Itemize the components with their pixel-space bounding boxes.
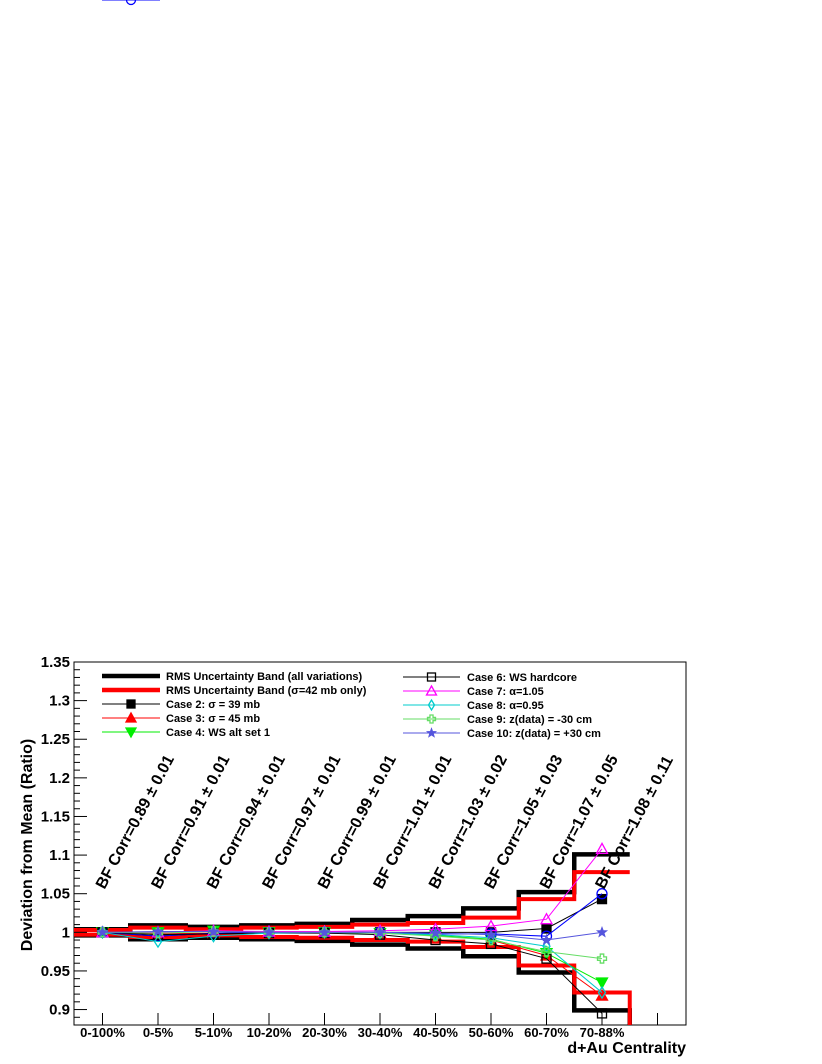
y-axis-label: Deviation from Mean (Ratio) bbox=[19, 739, 36, 951]
data-point bbox=[153, 934, 163, 949]
data-point bbox=[484, 928, 498, 940]
y-tick-label: 1 bbox=[62, 924, 70, 941]
band-42mb-lower bbox=[74, 932, 632, 1025]
legend: RMS Uncertainty Band (all variations) RMS… bbox=[102, 0, 601, 740]
legend-label: Case 4: WS alt set 1 bbox=[166, 727, 270, 739]
y-tick-label: 1.25 bbox=[41, 731, 70, 748]
x-tick-label: 30-40% bbox=[358, 1025, 403, 1040]
y-tick-label: 1.3 bbox=[49, 693, 70, 710]
x-tick-label: 40-50% bbox=[413, 1025, 458, 1040]
axes: 0.9 0.95 1 1.05 1.1 1.15 1.2 1.25 1.3 1.35 0-100% 0… bbox=[41, 654, 658, 1040]
x-tick-label: 5-10% bbox=[195, 1025, 233, 1040]
data-point bbox=[373, 925, 387, 938]
legend-label: Case 9: z(data) = -30 cm bbox=[467, 714, 592, 726]
data-point bbox=[207, 925, 220, 937]
legend-marker bbox=[126, 699, 136, 709]
legend-label: Case 6: WS hardcore bbox=[467, 672, 577, 684]
series-line bbox=[102, 898, 603, 937]
legend-label: Case 3: σ = 45 mb bbox=[166, 713, 260, 725]
y-tick-label: 1.15 bbox=[41, 808, 70, 825]
y-tick-label: 0.95 bbox=[41, 963, 70, 980]
legend-marker bbox=[426, 714, 437, 724]
data-point bbox=[262, 925, 276, 938]
y-tick-label: 1.2 bbox=[49, 770, 70, 787]
y-tick-label: 0.9 bbox=[49, 1002, 70, 1019]
data-point bbox=[597, 985, 607, 1000]
legend-label: Case 7: α=1.05 bbox=[467, 686, 544, 698]
legend-label: RMS Uncertainty Band (all variations) bbox=[166, 671, 363, 683]
legend-label: RMS Uncertainty Band (σ=42 mb only) bbox=[166, 685, 367, 697]
data-point bbox=[596, 953, 608, 964]
data-point bbox=[429, 926, 442, 939]
series-case-10 bbox=[96, 925, 609, 946]
data-point bbox=[595, 988, 609, 1001]
x-axis-label: d+Au Centrality bbox=[567, 1040, 686, 1057]
legend-marker bbox=[124, 727, 138, 739]
legend-marker bbox=[125, 0, 137, 6]
data-point bbox=[541, 953, 552, 964]
legend-label: Case 5: WS alt set 2 bbox=[166, 0, 270, 3]
data-point bbox=[595, 977, 609, 990]
x-tick-label: 10-20% bbox=[247, 1025, 292, 1040]
legend-label: Case 8: α=0.95 bbox=[467, 700, 544, 712]
legend-marker bbox=[427, 698, 436, 712]
data-point bbox=[540, 933, 553, 946]
band-all-upper bbox=[74, 852, 630, 932]
legend-label: Case 2: σ = 39 mb bbox=[166, 699, 260, 711]
y-tick-label: 1.05 bbox=[41, 886, 70, 903]
data-point bbox=[595, 925, 609, 938]
data-point bbox=[151, 925, 165, 937]
x-tick-label: 0-5% bbox=[143, 1025, 174, 1040]
data-point bbox=[539, 912, 554, 925]
legend-label: Case 10: z(data) = +30 cm bbox=[467, 728, 601, 740]
legend-marker bbox=[425, 684, 438, 696]
y-tick-label: 1.35 bbox=[41, 654, 70, 671]
series-line bbox=[102, 931, 603, 1014]
x-tick-label: 50-60% bbox=[469, 1025, 514, 1040]
x-tick-label: 20-30% bbox=[302, 1025, 347, 1040]
data-point bbox=[485, 938, 497, 950]
series-line bbox=[102, 931, 603, 941]
data-series bbox=[95, 842, 609, 1019]
data-point bbox=[96, 925, 109, 938]
data-point bbox=[595, 842, 609, 855]
data-point bbox=[541, 946, 552, 957]
data-point bbox=[318, 925, 331, 938]
legend-marker bbox=[426, 672, 437, 682]
legend-marker bbox=[425, 727, 438, 738]
band-42mb-upper bbox=[74, 870, 630, 933]
x-tick-label: 70-88% bbox=[580, 1025, 625, 1040]
legend-marker bbox=[124, 711, 138, 723]
x-tick-label: 0-100% bbox=[80, 1025, 125, 1040]
x-tick-label: 60-70% bbox=[524, 1025, 569, 1040]
data-point bbox=[596, 888, 608, 900]
y-tick-label: 1.1 bbox=[49, 847, 70, 864]
